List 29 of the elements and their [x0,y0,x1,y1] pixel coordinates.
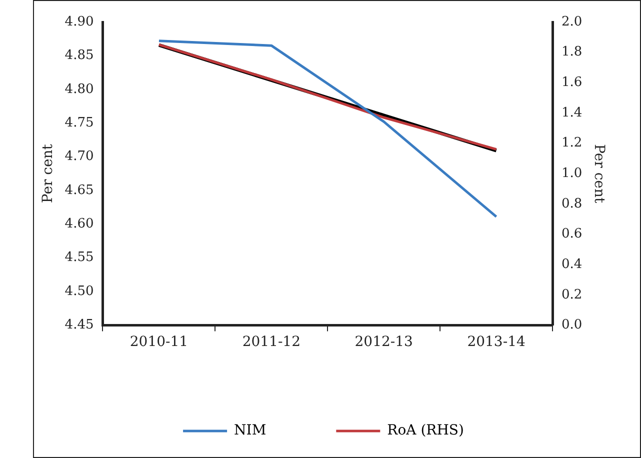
x-tick-label: 2011-12 [242,334,301,350]
y2-tick-label: 1.4 [562,105,582,120]
x-tick-label: 2010-11 [130,334,188,350]
y-tick-label: 4.60 [64,216,94,232]
y2-tick-label: 1.6 [562,75,582,90]
y2-tick-label: 1.2 [562,136,582,151]
y2-axis-title: Per cent [590,144,607,204]
y-tick-label: 4.70 [64,149,94,164]
x-tick-label: 2012-13 [354,334,413,350]
y-tick-label: 4.80 [64,82,94,97]
y2-tick-label: 0.8 [562,196,582,212]
y-tick-label: 4.65 [64,182,94,198]
x-tick-label: 2013-14 [467,334,526,350]
y-tick-label: 4.90 [64,14,94,30]
y-tick-label: 4.50 [64,284,94,299]
y-tick-label: 4.85 [64,48,94,64]
legend-label: NIM [234,422,266,439]
y2-tick-label: 0.4 [562,256,582,272]
y2-tick-label: 0.0 [562,318,582,333]
y-tick-label: 4.75 [64,115,94,130]
y2-tick-label: 2.0 [562,14,582,30]
y-tick-label: 4.45 [64,318,94,333]
legend-label: RoA (RHS) [387,422,464,439]
y2-tick-label: 1.8 [562,44,582,60]
y-tick-label: 4.55 [64,250,94,266]
y2-tick-label: 1.0 [562,166,582,181]
y2-tick-label: 0.6 [562,226,582,242]
y-axis-title: Per cent [40,144,56,204]
y2-tick-label: 0.2 [562,287,582,302]
